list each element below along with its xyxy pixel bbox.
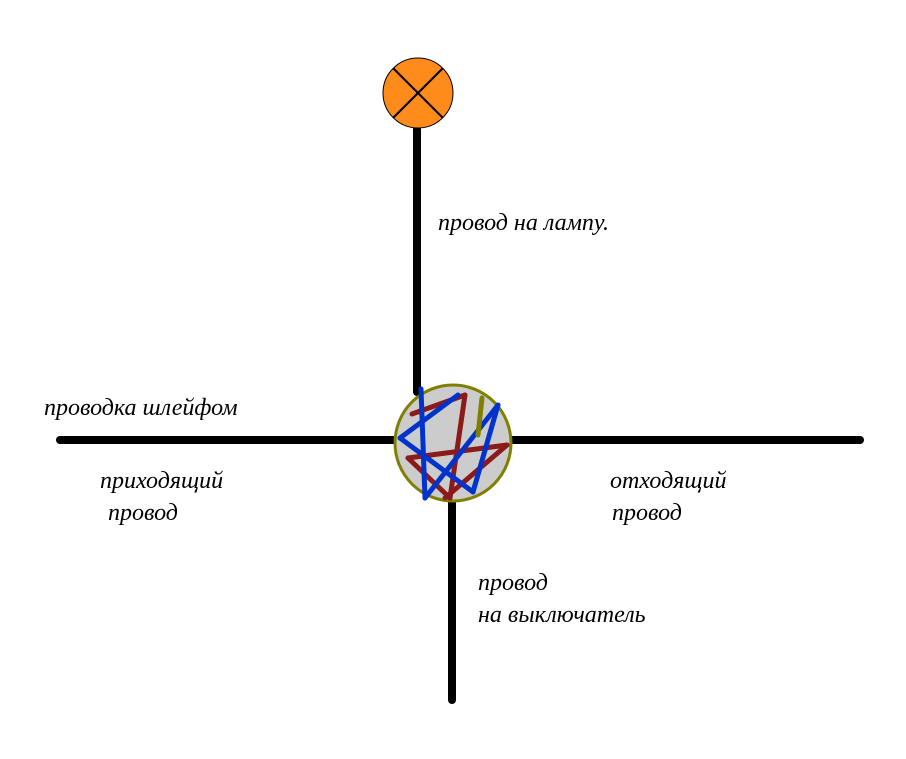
label-incoming-2: провод: [108, 500, 178, 527]
label-outgoing-2: провод: [612, 500, 682, 527]
label-outgoing-1: отходящий: [610, 468, 726, 495]
label-incoming-1: приходящий: [100, 468, 223, 495]
label-loop-wiring: проводка шлейфом: [44, 395, 238, 422]
label-switch-1: провод: [478, 570, 548, 597]
wiring-diagram: [0, 0, 906, 759]
label-switch-2: на выключатель: [478, 602, 646, 629]
lamp-icon: [383, 58, 453, 128]
label-lamp-wire: провод на лампу.: [438, 210, 609, 237]
